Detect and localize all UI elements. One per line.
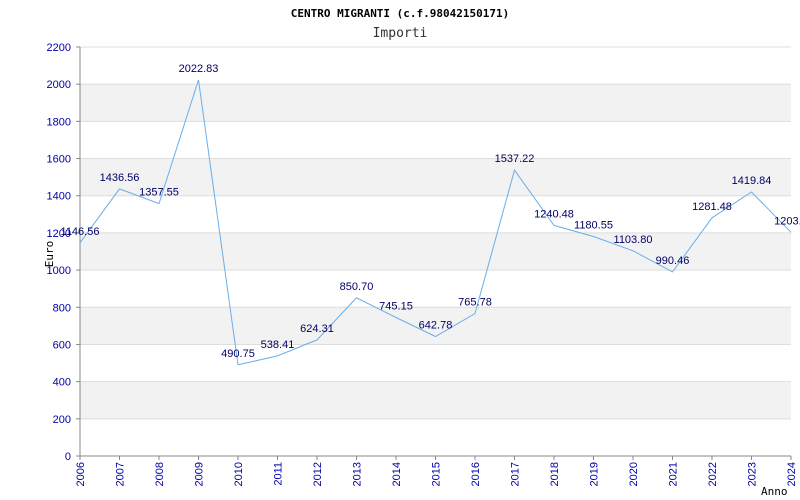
- data-label: 745.15: [379, 300, 413, 312]
- data-label: 1436.56: [100, 172, 140, 184]
- grid-bands: [80, 84, 791, 419]
- data-label: 1103.80: [614, 234, 653, 246]
- x-tick-label: 2009: [194, 462, 206, 486]
- y-tick-label: 800: [53, 302, 71, 314]
- x-tick-label: 2021: [668, 462, 680, 486]
- x-tick-label: 2014: [391, 462, 403, 486]
- x-tick-label: 2019: [589, 462, 601, 486]
- data-label: 538.41: [261, 339, 295, 351]
- gridlines: [80, 46, 791, 457]
- data-labels: 1146.56 1436.56 1357.55 2022.83 490.75 538.41…: [61, 63, 800, 360]
- data-label: 850.70: [340, 281, 374, 293]
- x-tick-labels: 2006 2007 2008 2009 2010 2011 2012 2013 2014 2015…: [75, 462, 798, 486]
- series-line-path: [79, 79, 792, 366]
- data-label: 1240.48: [534, 208, 574, 220]
- data-label: 1537.22: [495, 153, 535, 165]
- x-tick-label: 2006: [75, 462, 87, 486]
- x-tick-label: 2013: [352, 462, 364, 486]
- grid-band: [80, 307, 791, 345]
- y-tick-label: 600: [53, 339, 71, 351]
- x-axis-label: Anno: [761, 485, 788, 498]
- data-label: 1203.4: [774, 215, 800, 227]
- y-tick-labels: 0 200 400 600 800 1000 1200 1400 1600 1800 2000 220…: [47, 42, 71, 463]
- data-label: 490.75: [221, 348, 255, 360]
- grid-band: [80, 158, 791, 196]
- data-label: 990.46: [656, 255, 690, 267]
- x-tick-label: 2017: [510, 462, 522, 486]
- data-label: 2022.83: [179, 63, 219, 75]
- axes: [76, 46, 792, 460]
- chart-subtitle: Importi: [373, 26, 428, 41]
- x-tick-label: 2008: [154, 462, 166, 486]
- x-tick-label: 2022: [707, 462, 719, 486]
- grid-band: [80, 232, 791, 271]
- data-label: 1146.56: [61, 226, 100, 238]
- x-tick-label: 2007: [115, 462, 127, 486]
- chart-title: CENTRO MIGRANTI (c.f.98042150171): [291, 7, 510, 20]
- y-tick-label: 200: [53, 414, 71, 426]
- y-tick-label: 1600: [47, 154, 71, 166]
- data-label: 624.31: [300, 323, 334, 335]
- x-tick-label: 2016: [470, 462, 482, 486]
- x-tick-label: 2015: [431, 462, 443, 486]
- y-tick-label: 1800: [47, 116, 71, 128]
- y-tick-label: 1200: [47, 228, 71, 240]
- x-tick-label: 2010: [233, 462, 245, 486]
- y-tick-label: 1000: [47, 265, 71, 277]
- x-tick-label: 2011: [273, 462, 285, 486]
- data-label: 642.78: [419, 320, 453, 332]
- x-tick-label: 2012: [312, 462, 324, 486]
- data-label: 1180.55: [574, 220, 613, 232]
- y-tick-label: 2200: [47, 42, 71, 54]
- y-tick-label: 2000: [47, 79, 71, 91]
- data-label: 1357.55: [139, 187, 179, 199]
- y-tick-label: 0: [65, 451, 71, 463]
- x-tick-label: 2018: [549, 462, 561, 486]
- grid-band: [80, 84, 791, 122]
- x-tick-label: 2023: [747, 462, 759, 486]
- y-tick-label: 400: [53, 377, 71, 389]
- x-tick-label: 2020: [628, 462, 640, 486]
- data-label: 1419.84: [732, 175, 772, 187]
- series-line: [79, 79, 792, 366]
- data-label: 1281.48: [692, 201, 732, 213]
- data-label: 765.78: [458, 297, 492, 309]
- x-tick-label: 2024: [786, 462, 798, 486]
- y-axis-label: Euro: [43, 241, 56, 268]
- grid-band: [80, 381, 791, 419]
- y-tick-label: 1400: [47, 191, 71, 203]
